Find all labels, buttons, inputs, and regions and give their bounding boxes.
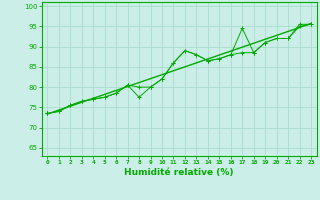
X-axis label: Humidité relative (%): Humidité relative (%) <box>124 168 234 177</box>
